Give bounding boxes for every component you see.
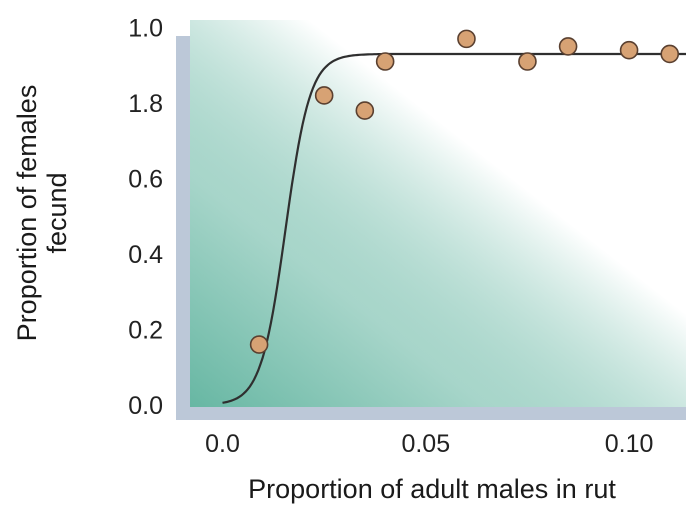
data-point-5 — [457, 29, 476, 49]
data-point-6 — [518, 52, 537, 71]
x-axis-label: Proportion of adult males in rut — [248, 474, 616, 504]
y-tick-label-5: 1.8 — [128, 90, 163, 118]
x-tick-label-2: 0.05 — [401, 430, 450, 458]
data-point-1 — [249, 335, 269, 354]
y-tick-label-2: 0.2 — [128, 316, 163, 344]
y-tick-labels: 0.0 0.2 0.4 0.6 1.8 1.0 — [128, 15, 163, 420]
y-axis-label-line-2: fecund — [42, 172, 72, 253]
y-tick-label-3: 0.4 — [128, 241, 163, 269]
y-tick-label-4: 0.6 — [128, 165, 163, 193]
y-tick-label-1: 0.0 — [128, 392, 163, 420]
y-axis-band — [176, 36, 190, 420]
x-tick-label-1: 0.0 — [205, 430, 240, 458]
data-point-7 — [558, 37, 578, 56]
x-tick-labels: 0.0 0.05 0.10 — [205, 430, 653, 458]
y-axis-label-line-1: Proportion of females — [12, 85, 42, 342]
fit-curve — [222, 52, 686, 404]
data-point-8 — [619, 40, 639, 60]
data-point-4 — [375, 52, 395, 71]
plot-panel — [190, 20, 686, 407]
x-tick-label-3: 0.10 — [605, 430, 654, 458]
y-tick-label-6: 1.0 — [128, 15, 163, 43]
data-point-3 — [355, 101, 375, 120]
data-point-2 — [314, 86, 334, 105]
data-point-9 — [660, 44, 680, 64]
x-axis-band — [176, 407, 686, 420]
data-points — [249, 29, 680, 354]
